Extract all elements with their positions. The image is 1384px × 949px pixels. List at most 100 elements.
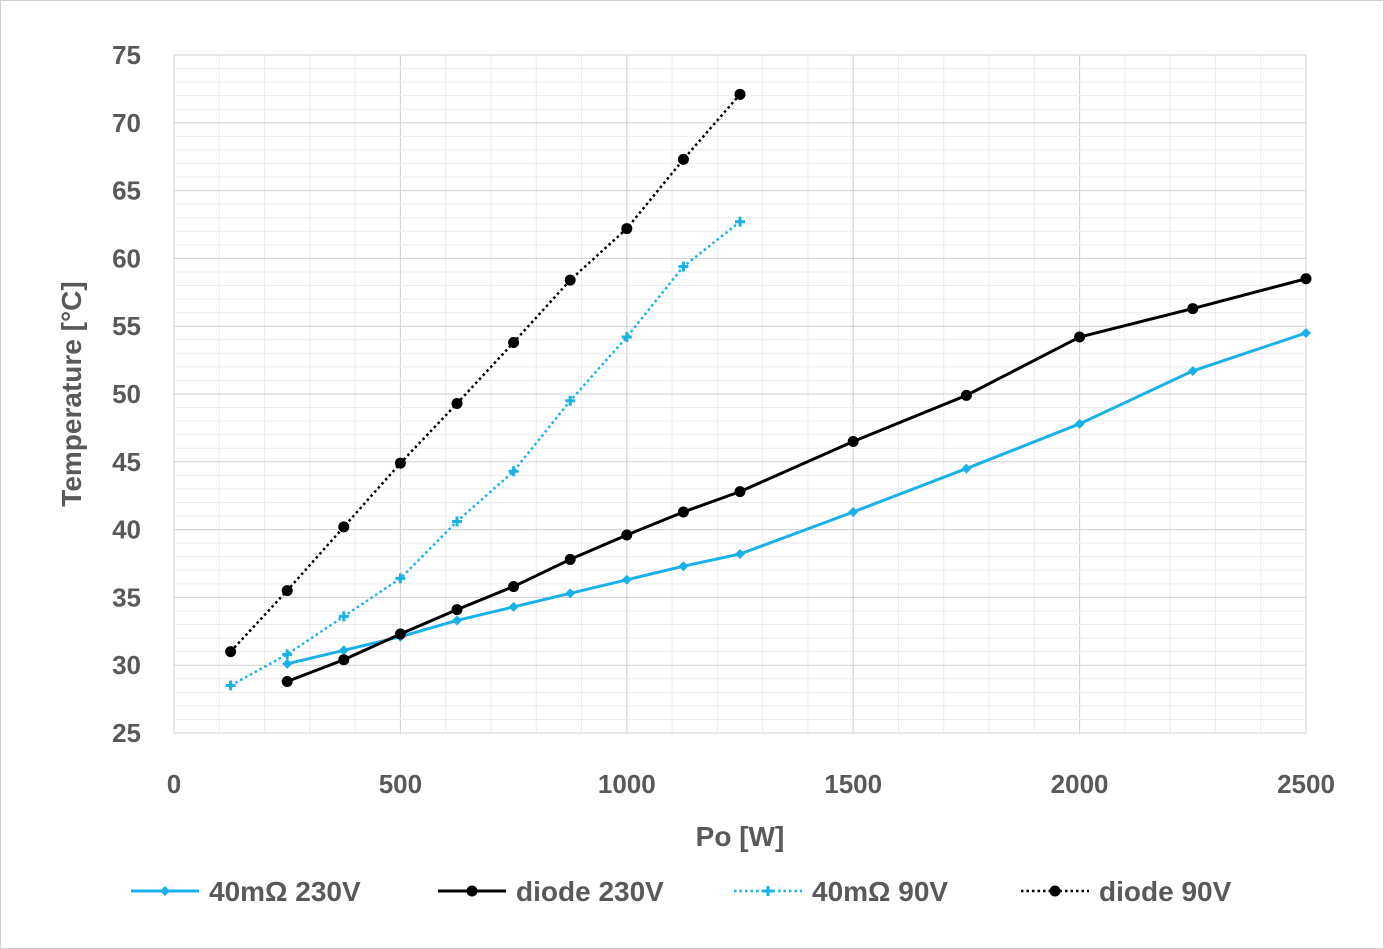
legend: 40mΩ 230V diode 230V 40mΩ 90V diode 90V bbox=[131, 876, 1232, 907]
y-tick: 40 bbox=[112, 515, 141, 545]
data-point bbox=[338, 645, 349, 656]
data-point bbox=[961, 463, 972, 474]
series-2 bbox=[281, 273, 1312, 687]
data-point bbox=[452, 516, 462, 527]
series-line bbox=[229, 93, 741, 653]
grid-lines bbox=[173, 54, 1307, 734]
data-point bbox=[734, 486, 746, 498]
legend-marker bbox=[763, 886, 773, 896]
series-1 bbox=[282, 327, 1311, 669]
x-tick: 2000 bbox=[1051, 769, 1109, 799]
data-point bbox=[338, 654, 350, 666]
x-tick-label: 1000 bbox=[598, 769, 656, 799]
y-tick-label: 60 bbox=[112, 243, 141, 273]
y-tick: 35 bbox=[112, 582, 141, 612]
x-axis-ticks: 0 500 1000 1500 2000 2500 bbox=[167, 769, 1335, 799]
data-point bbox=[1074, 418, 1085, 429]
series-3 bbox=[225, 216, 745, 691]
data-point bbox=[395, 573, 406, 584]
y-tick: 50 bbox=[112, 379, 141, 409]
x-tick: 2500 bbox=[1277, 769, 1335, 799]
x-tick: 1000 bbox=[598, 769, 656, 799]
legend-item: 40mΩ 230V bbox=[131, 876, 361, 907]
data-point bbox=[338, 611, 349, 622]
data-point bbox=[281, 675, 293, 687]
x-tick-label: 500 bbox=[379, 769, 422, 799]
y-tick: 65 bbox=[112, 176, 141, 206]
data-point bbox=[281, 585, 293, 597]
data-point bbox=[394, 628, 406, 640]
x-tick-label: 2500 bbox=[1277, 769, 1335, 799]
x-tick-label: 2000 bbox=[1051, 769, 1109, 799]
y-tick-label: 50 bbox=[112, 379, 141, 409]
y-tick: 55 bbox=[112, 311, 141, 341]
data-point bbox=[565, 588, 576, 599]
data-point bbox=[735, 216, 745, 227]
y-tick-label: 55 bbox=[112, 311, 141, 341]
legend-label: 40mΩ 90V bbox=[812, 876, 948, 907]
data-point bbox=[225, 646, 237, 658]
y-tick: 75 bbox=[112, 40, 141, 70]
data-point bbox=[960, 389, 972, 401]
data-point bbox=[564, 553, 576, 565]
y-tick: 70 bbox=[112, 108, 141, 138]
data-point bbox=[677, 506, 689, 518]
y-axis-ticks: 25 30 35 40 45 50 55 60 65 70 75 bbox=[112, 40, 141, 748]
data-point bbox=[678, 561, 689, 572]
x-tick-label: 0 bbox=[167, 769, 181, 799]
x-axis-label: Po [W] bbox=[696, 821, 785, 852]
y-tick: 25 bbox=[112, 718, 141, 748]
y-tick: 60 bbox=[112, 243, 141, 273]
data-point bbox=[1301, 327, 1311, 338]
series-line bbox=[286, 277, 1307, 683]
data-point bbox=[338, 521, 350, 533]
legend-label: 40mΩ 230V bbox=[209, 876, 361, 907]
legend-label: diode 230V bbox=[516, 876, 664, 907]
y-tick-label: 45 bbox=[112, 447, 141, 477]
series-line bbox=[286, 331, 1307, 666]
x-tick-label: 1500 bbox=[824, 769, 882, 799]
data-point bbox=[677, 153, 689, 165]
legend-item: 40mΩ 90V bbox=[734, 876, 948, 907]
series-layer bbox=[225, 88, 1312, 691]
legend-marker bbox=[1049, 885, 1061, 897]
data-point bbox=[451, 604, 463, 616]
y-tick-label: 65 bbox=[112, 176, 141, 206]
data-point bbox=[282, 658, 293, 669]
data-point bbox=[508, 581, 520, 593]
data-point bbox=[621, 223, 633, 235]
data-point bbox=[564, 274, 576, 286]
data-point bbox=[565, 395, 576, 406]
data-point bbox=[452, 615, 462, 626]
y-tick-label: 25 bbox=[112, 718, 141, 748]
x-tick: 500 bbox=[379, 769, 422, 799]
y-tick-label: 75 bbox=[112, 40, 141, 70]
data-point bbox=[678, 261, 689, 272]
data-point bbox=[735, 549, 745, 560]
legend-item: diode 90V bbox=[1021, 876, 1232, 907]
y-tick-label: 70 bbox=[112, 108, 141, 138]
x-tick: 0 bbox=[167, 769, 181, 799]
data-point bbox=[734, 88, 746, 100]
data-point bbox=[508, 466, 519, 477]
data-point bbox=[451, 397, 463, 409]
series-4 bbox=[225, 88, 746, 658]
y-tick: 45 bbox=[112, 447, 141, 477]
data-point bbox=[1300, 273, 1312, 285]
data-point bbox=[508, 601, 519, 612]
legend-marker bbox=[466, 885, 478, 897]
y-tick-label: 30 bbox=[112, 650, 141, 680]
data-point bbox=[225, 680, 236, 691]
data-point bbox=[621, 529, 633, 541]
y-tick: 30 bbox=[112, 650, 141, 680]
y-tick-label: 40 bbox=[112, 515, 141, 545]
legend-item: diode 230V bbox=[438, 876, 664, 907]
x-tick: 1500 bbox=[824, 769, 882, 799]
data-point bbox=[1074, 331, 1086, 343]
y-axis-label: Temperature [°C] bbox=[56, 281, 87, 506]
data-point bbox=[282, 649, 293, 660]
data-point bbox=[394, 457, 406, 469]
data-point bbox=[621, 574, 632, 585]
